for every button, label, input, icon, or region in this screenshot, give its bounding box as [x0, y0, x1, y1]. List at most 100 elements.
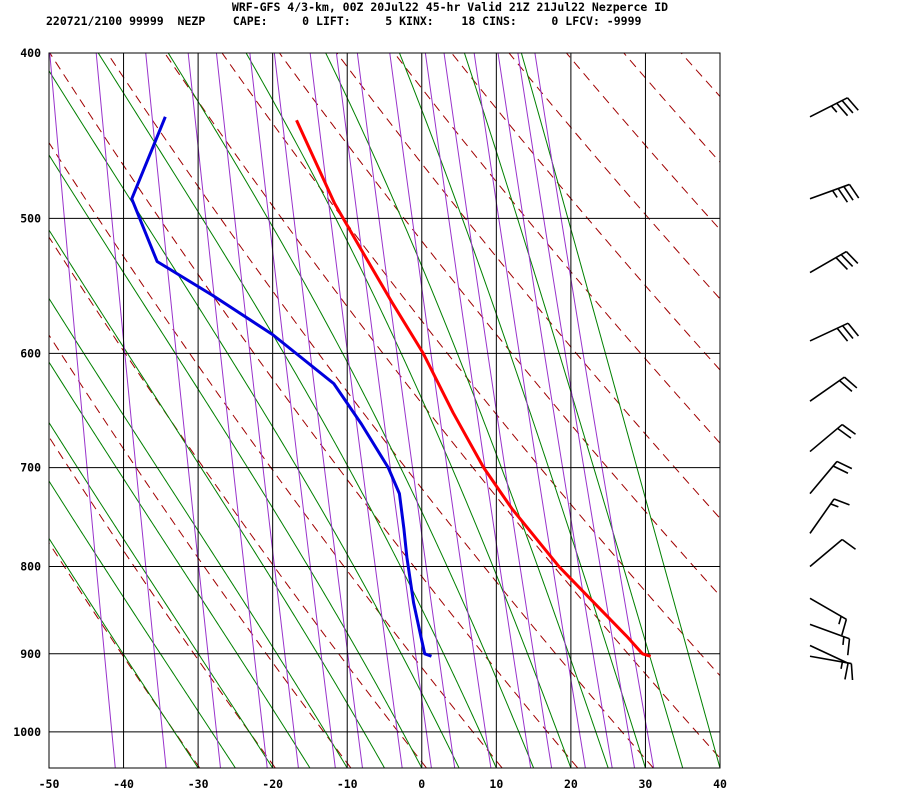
mixing-ratio-line	[49, 53, 116, 768]
moist-adiabat-line	[49, 297, 348, 768]
wind-barb	[809, 322, 860, 342]
wind-barb-flag	[837, 427, 852, 439]
wind-barb-staff	[809, 322, 849, 342]
moist-adiabat-line	[49, 69, 460, 768]
sounding-series	[130, 116, 652, 658]
wind-barb-staff	[809, 644, 849, 664]
y-tick-label: 400	[20, 46, 41, 60]
moist-adiabat-line	[463, 53, 684, 768]
mixing-ratio-line	[389, 53, 492, 768]
chart-title: WRF-GFS 4/3-km, 00Z 20Jul22 45-hr Valid …	[231, 0, 669, 14]
dry-adiabat-line	[680, 53, 720, 98]
dry-adiabat-line	[623, 53, 720, 163]
wind-barb	[809, 376, 858, 402]
wind-barb-half-flag	[830, 503, 839, 508]
dry-adiabat-line	[393, 53, 720, 444]
wind-barb-half-flag	[830, 105, 838, 113]
wind-barb	[809, 623, 851, 656]
wind-barb	[809, 597, 848, 636]
wind-barb	[809, 183, 860, 203]
dry-adiabat-line	[451, 53, 720, 371]
moist-adiabat-line	[49, 229, 385, 768]
wind-barb	[809, 97, 859, 118]
wind-barb-flag	[841, 538, 856, 550]
wind-barb-half-flag	[838, 616, 842, 625]
wind-barb-flag	[845, 251, 859, 265]
wind-barb-flag	[841, 619, 848, 636]
dry-adiabat-line	[221, 53, 720, 677]
x-tick-label: -50	[39, 777, 60, 791]
wind-barb-staff	[809, 423, 843, 453]
mixing-ratio-line	[424, 53, 532, 768]
mixing-ratio-line	[145, 53, 221, 768]
wind-barb-flag	[835, 257, 849, 271]
mixing-ratio-line	[517, 53, 636, 768]
moist-adiabat-line	[245, 53, 572, 768]
x-tick-label: 20	[564, 777, 578, 791]
moist-adiabat-line	[167, 53, 535, 768]
wind-barb-flag	[840, 254, 854, 268]
dry-adiabat-line	[106, 53, 654, 768]
y-tick-label: 1000	[13, 725, 41, 739]
wind-barb-staff	[809, 597, 847, 620]
wind-barb	[809, 250, 859, 274]
axis-tick-labels: -50 -40 -30 -20 -10 0 10 20 30 40 400 500 600 700 800 9…	[13, 46, 727, 791]
mixing-ratio-line	[215, 53, 299, 768]
wind-barb	[809, 498, 850, 534]
dry-adiabat-line	[336, 53, 720, 520]
mixing-ratio-line	[249, 53, 336, 768]
wind-barbs	[809, 97, 860, 681]
wind-barb-flag	[836, 460, 853, 470]
mixing-ratio-line	[335, 53, 432, 768]
x-tick-label: -20	[262, 777, 283, 791]
y-tick-label: 700	[20, 461, 41, 475]
wind-barb-flag	[848, 183, 860, 199]
moist-adiabat-line	[325, 53, 609, 768]
mixing-ratio-line	[473, 53, 586, 768]
grid-lines	[48, 52, 721, 769]
wind-barb-flag	[844, 663, 849, 680]
wind-barb-staff	[809, 538, 843, 568]
mixing-ratio-line	[443, 53, 553, 768]
y-tick-label: 900	[20, 647, 41, 661]
dry-adiabat-line	[279, 53, 720, 597]
wind-barb-half-flag	[842, 636, 845, 646]
moist-adiabat-line	[520, 53, 720, 768]
wind-barb-staff	[809, 376, 845, 402]
moist-adiabat-line	[49, 421, 274, 768]
wind-barb-staff	[809, 623, 850, 640]
moist-adiabat-line	[49, 537, 199, 768]
mixing-ratio-line	[497, 53, 613, 768]
x-tick-label: 40	[713, 777, 727, 791]
wind-barb	[809, 538, 856, 568]
mixing-ratio-line	[273, 53, 363, 768]
dry-adiabat-line	[49, 53, 579, 768]
x-tick-label: -30	[188, 777, 209, 791]
dry-adiabat-line	[853, 53, 900, 768]
moist-adiabat-line	[49, 361, 311, 768]
sounding-info-line: 220721/2100 99999 NEZP CAPE: 0 LIFT: 5 K…	[46, 14, 642, 28]
wind-barb-flag	[847, 322, 860, 337]
wind-barb-flag	[841, 423, 856, 435]
dry-adiabat-line	[796, 53, 900, 768]
moist-adiabat-line	[49, 480, 236, 768]
wind-barb-staff	[809, 498, 835, 534]
wind-barb-flag	[846, 97, 859, 111]
x-tick-label: 10	[489, 777, 503, 791]
wind-barb-flag	[836, 327, 849, 342]
y-tick-label: 800	[20, 560, 41, 574]
moist-adiabat-line	[398, 53, 646, 768]
wind-barb	[809, 655, 854, 681]
wind-barb-half-flag	[831, 190, 838, 198]
wind-barb-flag	[842, 325, 854, 340]
dry-adiabat-line	[508, 53, 720, 300]
wind-barb-flag	[841, 99, 854, 114]
mixing-ratio-line	[187, 53, 268, 768]
plot-frame	[48, 52, 721, 769]
wind-barb-staff	[809, 97, 848, 118]
y-tick-label: 600	[20, 346, 41, 360]
wind-barb-flag	[850, 663, 854, 681]
mixing-ratio-line	[356, 53, 456, 768]
x-tick-label: -10	[337, 777, 358, 791]
